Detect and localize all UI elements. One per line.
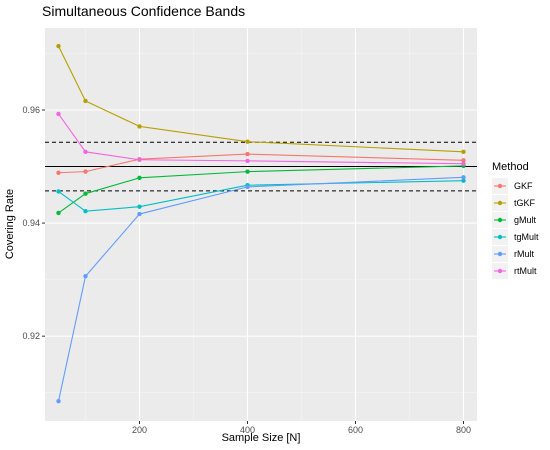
legend-label-tgmult: tgMult	[514, 232, 539, 242]
grid-major	[45, 28, 477, 421]
legend-label-gmult: gMult	[514, 215, 537, 225]
reference-lines	[45, 141, 477, 192]
data-point-gmult	[137, 175, 142, 181]
x-axis-title: Sample Size [N]	[222, 432, 301, 444]
legend-key-point-rtmult	[497, 268, 503, 274]
data-point-tgkf	[83, 98, 88, 104]
y-tick-label: 0.96	[22, 105, 40, 115]
legend-label-tgkf: tGKF	[514, 198, 536, 208]
y-axis-ticks: 0.92 0.94 0.96	[22, 105, 45, 341]
data-point-tgmult	[83, 209, 88, 214]
legend-label-gkf: GKF	[514, 181, 533, 191]
data-point-rtmult	[56, 111, 61, 117]
legend-key-point-tgkf	[497, 200, 503, 206]
y-axis-title: Covering Rate	[4, 189, 16, 259]
data-point-gmult	[245, 169, 250, 174]
legend-items: GKF tGKF gMult tgMult rMult rtMult	[492, 178, 539, 279]
data-point-rmult	[245, 184, 250, 190]
data-point-tgkf	[137, 124, 142, 129]
data-point-gkf	[245, 151, 250, 157]
x-tick-label: 400	[240, 425, 255, 435]
data-point-rtmult	[83, 149, 88, 155]
y-tick-label: 0.94	[22, 218, 40, 228]
data-point-rmult	[461, 175, 466, 180]
legend-title: Method	[492, 161, 529, 173]
x-axis-ticks: 200 400 600 800	[132, 421, 471, 435]
y-tick-label: 0.92	[22, 331, 40, 341]
chart-title: Simultaneous Confidence Bands	[42, 3, 245, 19]
data-point-rtmult	[137, 157, 142, 162]
data-point-gkf	[83, 169, 88, 174]
legend: Method GKF tGKF gMult tgMult rMult rtMult	[492, 161, 539, 279]
data-point-tgmult	[461, 178, 466, 183]
data-point-rmult	[137, 211, 142, 217]
data-point-rmult	[56, 399, 61, 404]
x-tick-label: 800	[456, 425, 471, 435]
data-point-rmult	[83, 274, 88, 279]
legend-label-rmult: rMult	[514, 249, 534, 259]
x-tick-label: 600	[348, 425, 363, 435]
legend-key-point-rmult	[497, 251, 503, 257]
legend-key-point-gkf	[497, 183, 503, 189]
data-point-tgkf	[245, 139, 250, 144]
data-point-tgmult	[56, 189, 61, 194]
data-point-rtmult	[461, 161, 466, 166]
x-tick-label: 200	[132, 425, 147, 435]
legend-key-point-tgmult	[497, 234, 503, 240]
data-point-tgkf	[461, 149, 466, 155]
legend-key-point-gmult	[497, 217, 503, 223]
data-point-gkf	[56, 170, 61, 175]
data-point-gmult	[83, 191, 88, 196]
legend-label-rtmult: rtMult	[514, 266, 537, 276]
series-points	[56, 43, 466, 404]
data-point-gmult	[56, 210, 61, 216]
data-point-gkf	[461, 158, 466, 163]
plot-panel	[45, 28, 477, 421]
data-point-rtmult	[245, 158, 250, 164]
data-point-tgmult	[137, 204, 142, 209]
data-point-tgkf	[56, 43, 61, 49]
